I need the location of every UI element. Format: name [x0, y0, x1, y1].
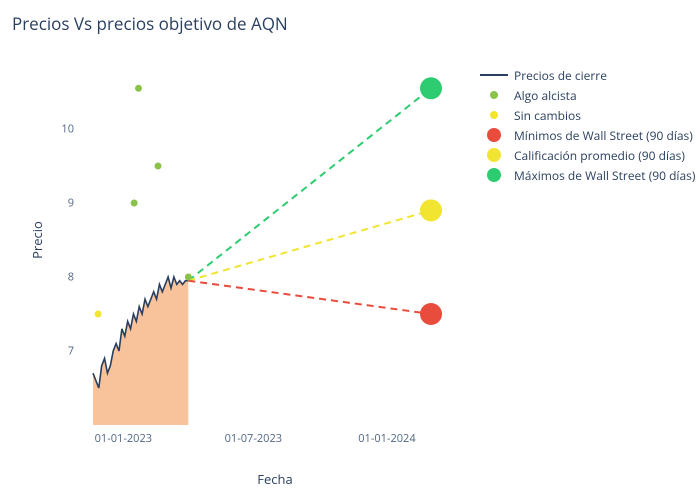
x-tick: 01-01-2024: [358, 431, 415, 446]
legend-label: Mínimos de Wall Street (90 días): [514, 127, 693, 144]
legend-label: Algo alcista: [514, 87, 577, 104]
legend-item[interactable]: Calificación promedio (90 días): [480, 145, 695, 165]
legend-item[interactable]: Mínimos de Wall Street (90 días): [480, 125, 695, 145]
legend-item[interactable]: Precios de cierre: [480, 65, 695, 85]
projection-dot-max: [420, 77, 442, 99]
price-target-chart: Precios Vs precios objetivo de AQN Preci…: [0, 0, 700, 500]
neutral-dot: [95, 311, 102, 318]
plot-svg: [80, 55, 470, 425]
price-area: [93, 277, 188, 425]
legend-item[interactable]: Máximos de Wall Street (90 días): [480, 165, 695, 185]
legend-item[interactable]: Algo alcista: [480, 85, 695, 105]
legend-swatch-dot: [480, 111, 508, 119]
y-tick: 10: [61, 122, 74, 137]
legend-swatch-dot: [480, 128, 508, 142]
legend-swatch-dot: [480, 168, 508, 182]
legend-label: Máximos de Wall Street (90 días): [514, 167, 695, 184]
projection-line-max: [188, 88, 431, 280]
y-tick: 8: [68, 270, 74, 285]
legend-item[interactable]: Sin cambios: [480, 105, 695, 125]
legend-swatch-dot: [480, 91, 508, 99]
legend[interactable]: Precios de cierre Algo alcista Sin cambios…: [480, 65, 695, 185]
legend-swatch-dot: [480, 148, 508, 162]
projection-dot-min: [420, 303, 442, 325]
legend-label: Precios de cierre: [514, 67, 607, 84]
bullish-dot: [185, 274, 192, 281]
legend-label: Sin cambios: [514, 107, 581, 124]
bullish-dot: [131, 200, 138, 207]
y-tick: 7: [68, 344, 74, 359]
x-tick: 01-07-2023: [225, 431, 282, 446]
projection-line-min: [188, 281, 431, 314]
y-tick: 9: [68, 196, 74, 211]
plot-area: 7891001-01-202301-07-202301-01-2024: [80, 55, 470, 425]
legend-label: Calificación promedio (90 días): [514, 147, 685, 164]
chart-title: Precios Vs precios objetivo de AQN: [12, 12, 288, 35]
x-axis-label: Fecha: [80, 470, 470, 488]
bullish-dot: [135, 85, 142, 92]
x-tick: 01-01-2023: [95, 431, 152, 446]
y-axis-label: Precio: [18, 55, 56, 425]
projection-dot-mean: [420, 199, 442, 221]
legend-swatch-line: [480, 74, 508, 76]
projection-line-mean: [188, 210, 431, 280]
bullish-dot: [155, 163, 162, 170]
